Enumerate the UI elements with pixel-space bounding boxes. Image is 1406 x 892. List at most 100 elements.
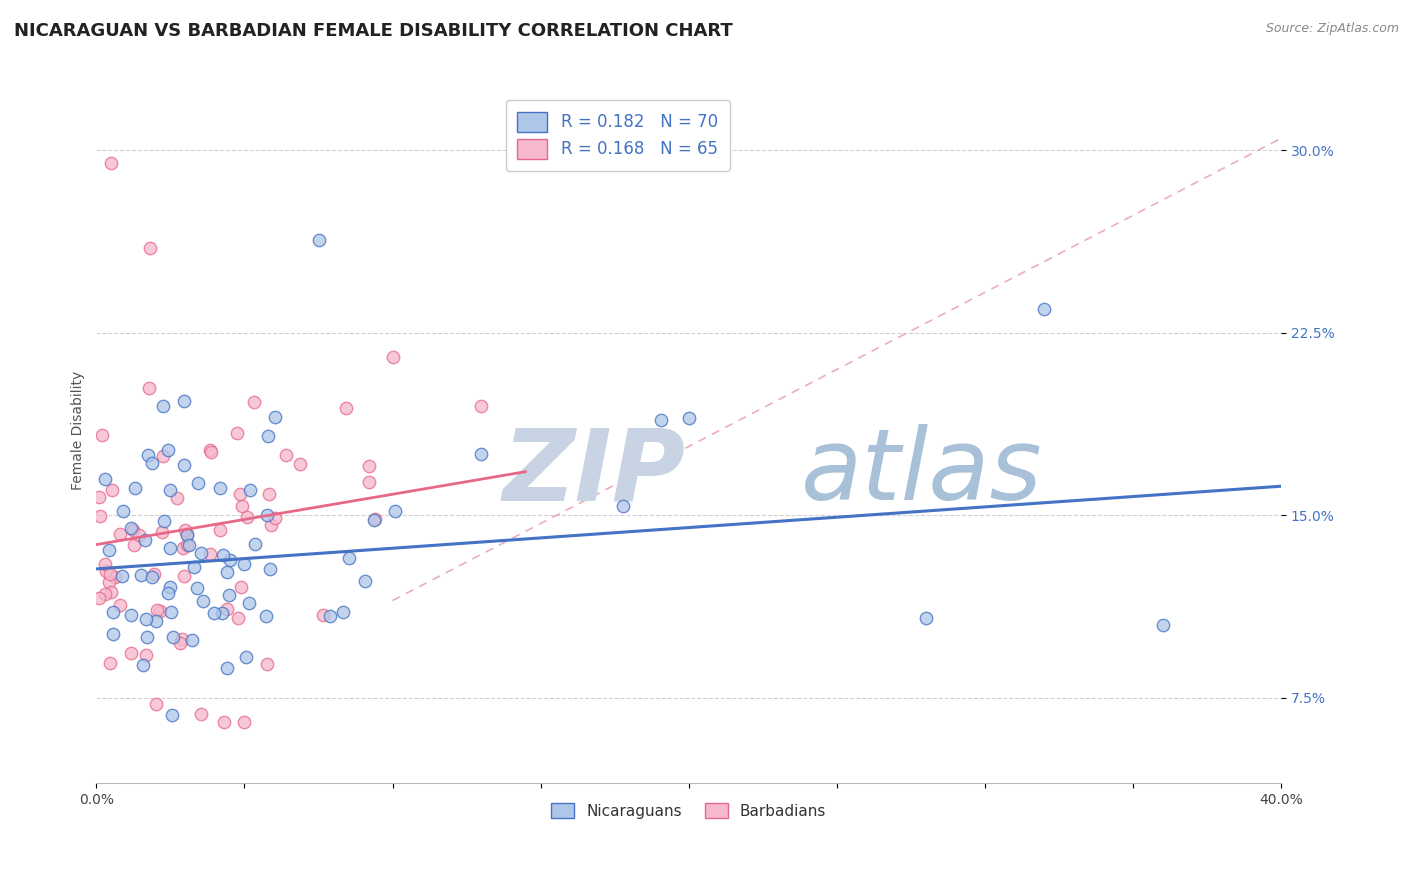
Point (173, 394, 195, 409)
Point (120, 607, 142, 622)
Point (89, 591, 111, 605)
Point (176, 538, 198, 552)
Point (353, 574, 375, 589)
Point (335, 401, 357, 415)
Point (134, 533, 156, 548)
Point (120, 521, 142, 535)
Point (211, 606, 233, 620)
Point (318, 609, 340, 624)
Point (90, 428, 112, 442)
Point (108, 526, 131, 541)
Point (259, 486, 281, 500)
Point (141, 570, 163, 584)
Point (238, 596, 260, 610)
Point (141, 456, 163, 470)
Point (101, 627, 124, 641)
Text: ZIP: ZIP (502, 424, 686, 521)
Point (159, 483, 181, 498)
Point (470, 399, 492, 413)
Point (98, 566, 121, 581)
Point (97, 574, 120, 589)
Point (198, 547, 221, 561)
Point (208, 481, 231, 495)
Point (208, 524, 231, 538)
Point (172, 541, 194, 555)
Point (239, 483, 262, 497)
Text: NICARAGUAN VS BARBADIAN FEMALE DISABILITY CORRELATION CHART: NICARAGUAN VS BARBADIAN FEMALE DISABILIT… (14, 22, 733, 40)
Point (229, 487, 252, 501)
Point (190, 546, 212, 560)
Point (136, 630, 159, 644)
Point (256, 657, 278, 672)
Point (257, 429, 280, 443)
Point (254, 609, 277, 624)
Point (94, 557, 117, 571)
Point (142, 566, 165, 581)
Legend: Nicaraguans, Barbadians: Nicaraguans, Barbadians (546, 797, 832, 825)
Point (98, 657, 121, 671)
Point (104, 570, 127, 584)
Point (138, 448, 160, 462)
Point (159, 580, 181, 594)
Point (135, 612, 157, 626)
Point (169, 636, 191, 650)
Point (129, 568, 152, 582)
Point (98, 543, 121, 558)
Point (183, 560, 205, 574)
Point (243, 395, 266, 409)
Point (159, 541, 181, 555)
Point (381, 351, 404, 365)
Point (364, 512, 387, 526)
Point (231, 499, 253, 513)
Point (156, 586, 179, 600)
Text: atlas: atlas (801, 424, 1043, 521)
Point (153, 514, 176, 528)
Point (219, 552, 242, 566)
Point (138, 380, 160, 394)
Point (212, 548, 235, 562)
Point (180, 632, 202, 647)
Point (186, 476, 208, 491)
Point (232, 557, 254, 571)
Point (264, 511, 287, 525)
Point (100, 585, 122, 599)
Point (229, 580, 252, 594)
Text: Source: ZipAtlas.com: Source: ZipAtlas.com (1265, 22, 1399, 36)
Point (120, 646, 142, 660)
Point (145, 614, 167, 628)
Point (678, 411, 700, 425)
Point (162, 631, 184, 645)
Point (110, 599, 132, 613)
Point (612, 500, 634, 514)
Point (260, 518, 283, 533)
Point (218, 589, 240, 603)
Point (124, 481, 146, 495)
Point (226, 610, 249, 624)
Point (94, 564, 117, 578)
Point (160, 605, 183, 619)
Point (93, 472, 115, 486)
Point (186, 581, 208, 595)
Point (190, 706, 212, 721)
Point (384, 504, 406, 518)
Point (212, 715, 235, 730)
Point (149, 604, 172, 618)
Point (198, 442, 221, 457)
Point (245, 537, 267, 551)
Point (215, 565, 238, 579)
Point (332, 605, 354, 619)
Point (145, 603, 167, 617)
Point (215, 661, 238, 675)
Point (89, 509, 111, 524)
Point (650, 413, 672, 427)
Point (235, 649, 257, 664)
Point (914, 610, 936, 624)
Point (103, 605, 125, 619)
Point (259, 562, 281, 576)
Point (111, 568, 134, 582)
Point (131, 657, 153, 672)
Point (1033, 301, 1056, 316)
Point (173, 569, 195, 583)
Point (145, 697, 167, 711)
Point (312, 607, 335, 622)
